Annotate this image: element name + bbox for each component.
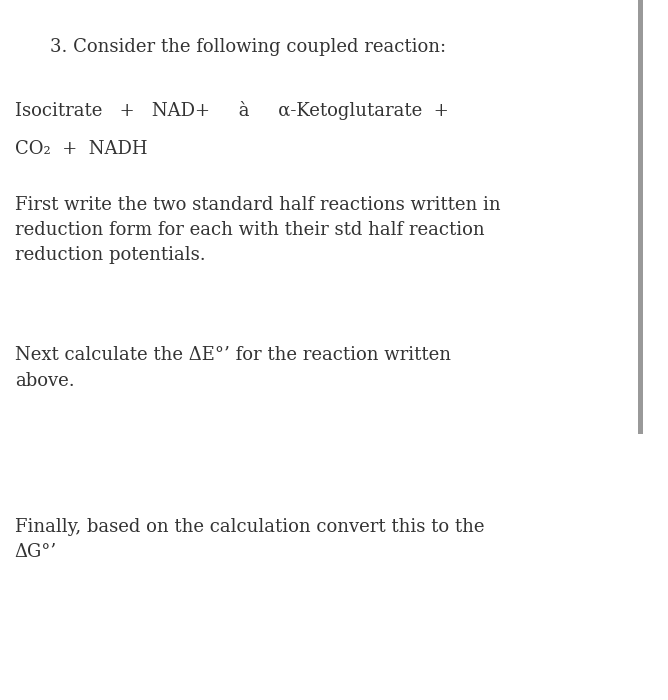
- Text: Finally, based on the calculation convert this to the
ΔG°’: Finally, based on the calculation conver…: [15, 518, 484, 561]
- Text: CO₂  +  NADH: CO₂ + NADH: [15, 140, 147, 158]
- FancyBboxPatch shape: [638, 0, 643, 434]
- Text: Isocitrate   +   NAD+     à     α-Ketoglutarate  +: Isocitrate + NAD+ à α-Ketoglutarate +: [15, 102, 448, 120]
- Text: 3. Consider the following coupled reaction:: 3. Consider the following coupled reacti…: [50, 38, 446, 57]
- Text: First write the two standard half reactions written in
reduction form for each w: First write the two standard half reacti…: [15, 196, 500, 264]
- Text: Next calculate the ΔE°’ for the reaction written
above.: Next calculate the ΔE°’ for the reaction…: [15, 346, 451, 389]
